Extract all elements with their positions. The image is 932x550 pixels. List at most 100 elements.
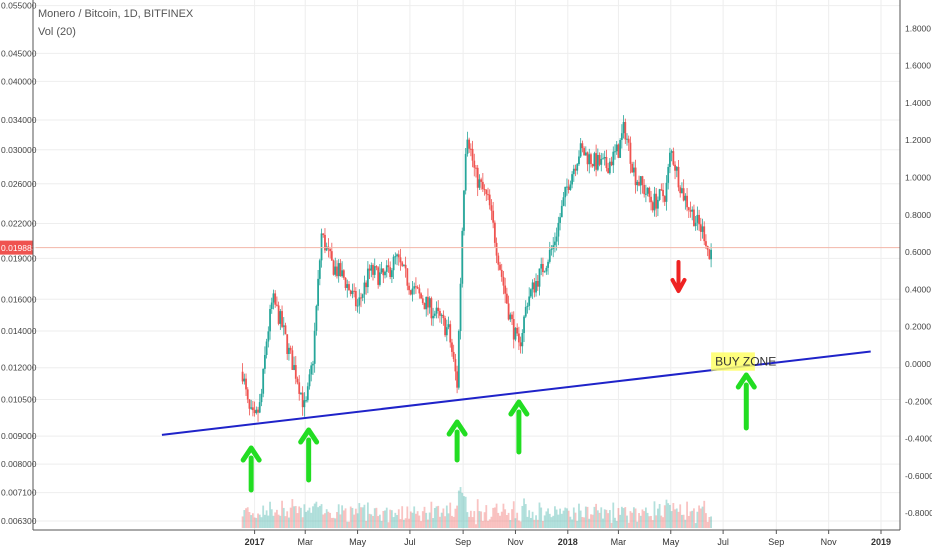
candle-body	[353, 290, 356, 292]
candle-body	[399, 257, 402, 263]
volume-bar	[638, 513, 640, 528]
candle-body	[547, 261, 549, 268]
volume-bar	[469, 510, 472, 528]
candle-body	[394, 256, 397, 258]
candle-body	[612, 151, 615, 166]
candle-body	[531, 282, 534, 290]
volume-bar	[507, 512, 510, 528]
left-tick-label: 0.022000	[1, 219, 37, 229]
volume-bar	[615, 521, 618, 528]
candle-body	[610, 161, 613, 166]
volume-bar	[310, 512, 313, 528]
candle-body	[372, 265, 374, 275]
volume-bar	[574, 512, 577, 528]
volume-bar	[593, 506, 596, 528]
candle-body	[387, 265, 390, 268]
volume-bar	[560, 513, 563, 528]
candle-body	[507, 303, 510, 320]
candle-body	[392, 256, 395, 271]
volume-bar	[578, 503, 580, 528]
volume-bar	[452, 516, 455, 528]
volume-bar	[545, 511, 548, 528]
volume-bar	[263, 514, 266, 528]
candle-body	[514, 327, 517, 340]
candle-body	[499, 264, 501, 270]
candle-body	[590, 154, 592, 165]
volume-bar	[471, 517, 474, 528]
volume-bar	[636, 521, 639, 528]
volume-bar	[643, 511, 646, 528]
volume-bar	[665, 499, 668, 528]
volume-bar	[354, 508, 357, 528]
up-arrow-icon	[446, 419, 468, 463]
candle-body	[691, 209, 694, 212]
candle-body	[672, 151, 675, 165]
candle-body	[339, 263, 342, 277]
volume-bar	[329, 512, 332, 528]
candle-body	[656, 199, 659, 209]
volume-bar	[530, 517, 532, 528]
candle-body	[505, 293, 508, 304]
volume-bar	[485, 505, 488, 528]
volume-bar	[378, 514, 381, 528]
candle-body	[416, 286, 419, 289]
candle-body	[348, 284, 350, 291]
volume-bar	[542, 520, 544, 528]
candle-body	[535, 280, 537, 293]
candle-body	[478, 179, 481, 188]
volume-bar	[339, 514, 342, 528]
volume-bar	[318, 505, 321, 528]
candle-body	[257, 409, 259, 413]
candle-body	[687, 207, 690, 211]
volume-bar	[303, 504, 306, 528]
candle-body	[320, 233, 323, 261]
volume-bar	[483, 512, 486, 528]
volume-bar	[413, 506, 416, 528]
candle-body	[554, 241, 556, 246]
candle-body	[679, 187, 682, 194]
volume-bar	[670, 511, 673, 528]
candle-body	[632, 167, 635, 173]
volume-bar	[595, 503, 598, 528]
left-tick-label: 0.006300	[1, 516, 37, 526]
volume-bar	[415, 513, 417, 528]
volume-bar	[528, 510, 531, 528]
volume-bar	[531, 511, 534, 528]
candle-body	[408, 285, 410, 291]
candle-body	[540, 263, 543, 269]
volume-bar	[258, 514, 261, 528]
volume-bar	[423, 506, 426, 528]
right-tick-label: -0.8000	[905, 508, 932, 518]
volume-bar	[674, 509, 676, 528]
volume-bar	[411, 512, 414, 528]
x-tick-label: Jul	[717, 537, 729, 547]
candle-body	[576, 164, 579, 171]
volume-bar	[392, 517, 395, 528]
volume-bar	[540, 507, 543, 528]
volume-bar	[344, 508, 347, 528]
volume-bar	[435, 506, 438, 528]
candle-body	[447, 324, 450, 328]
volume-bar	[272, 515, 275, 528]
candle-body	[267, 331, 270, 342]
candle-body	[459, 283, 462, 331]
volume-bar	[705, 513, 707, 528]
candle-body	[493, 222, 496, 243]
volume-bar	[499, 515, 501, 528]
candle-body	[648, 187, 651, 197]
volume-bar	[631, 512, 634, 528]
volume-bar	[274, 512, 277, 528]
candle-body	[288, 347, 290, 354]
right-tick-label: 0.4000	[905, 284, 931, 294]
right-tick-label: 1.8000	[905, 23, 931, 33]
grid	[33, 0, 900, 530]
candle-body	[248, 399, 251, 409]
volume-bar	[588, 518, 591, 528]
volume-bar	[691, 510, 694, 528]
volume-bar	[241, 516, 244, 528]
volume-bar	[262, 505, 265, 528]
x-tick-label: Jul	[404, 537, 416, 547]
volume-bar	[336, 512, 338, 528]
volume-bar	[365, 520, 368, 528]
